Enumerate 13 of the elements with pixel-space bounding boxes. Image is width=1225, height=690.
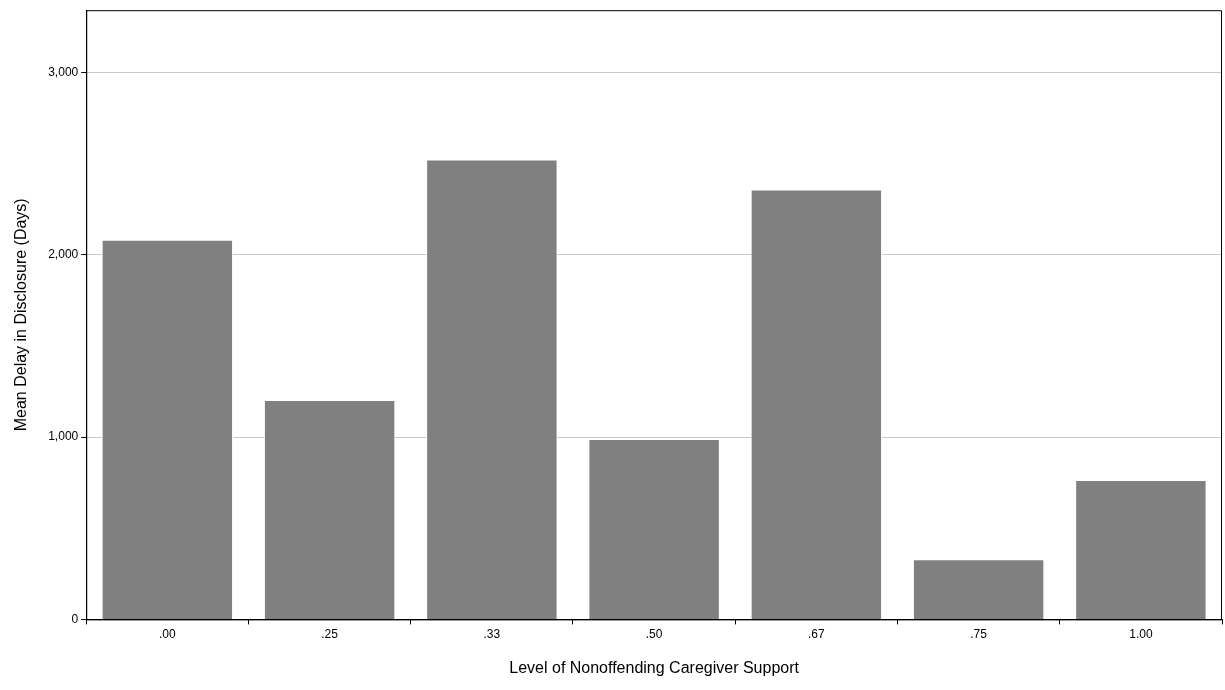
x-tick-label: .00 — [159, 626, 177, 641]
x-axis-title: Level of Nonoffending Caregiver Support — [509, 658, 800, 676]
x-tick-label: .25 — [321, 626, 339, 641]
x-tick-label: 1.00 — [1129, 626, 1153, 641]
y-tick-label: 1,000 — [48, 429, 79, 444]
y-tick-label: 0 — [71, 611, 79, 626]
y-axis-title: Mean Delay in Disclosure (Days) — [12, 198, 30, 432]
x-tick-label: .67 — [808, 626, 826, 641]
y-tick-label: 2,000 — [48, 246, 79, 261]
x-tick-label: .75 — [970, 626, 988, 641]
x-tick-label: .33 — [483, 626, 501, 641]
y-tick-label: 3,000 — [48, 64, 79, 79]
x-tick-label: .50 — [645, 626, 663, 641]
